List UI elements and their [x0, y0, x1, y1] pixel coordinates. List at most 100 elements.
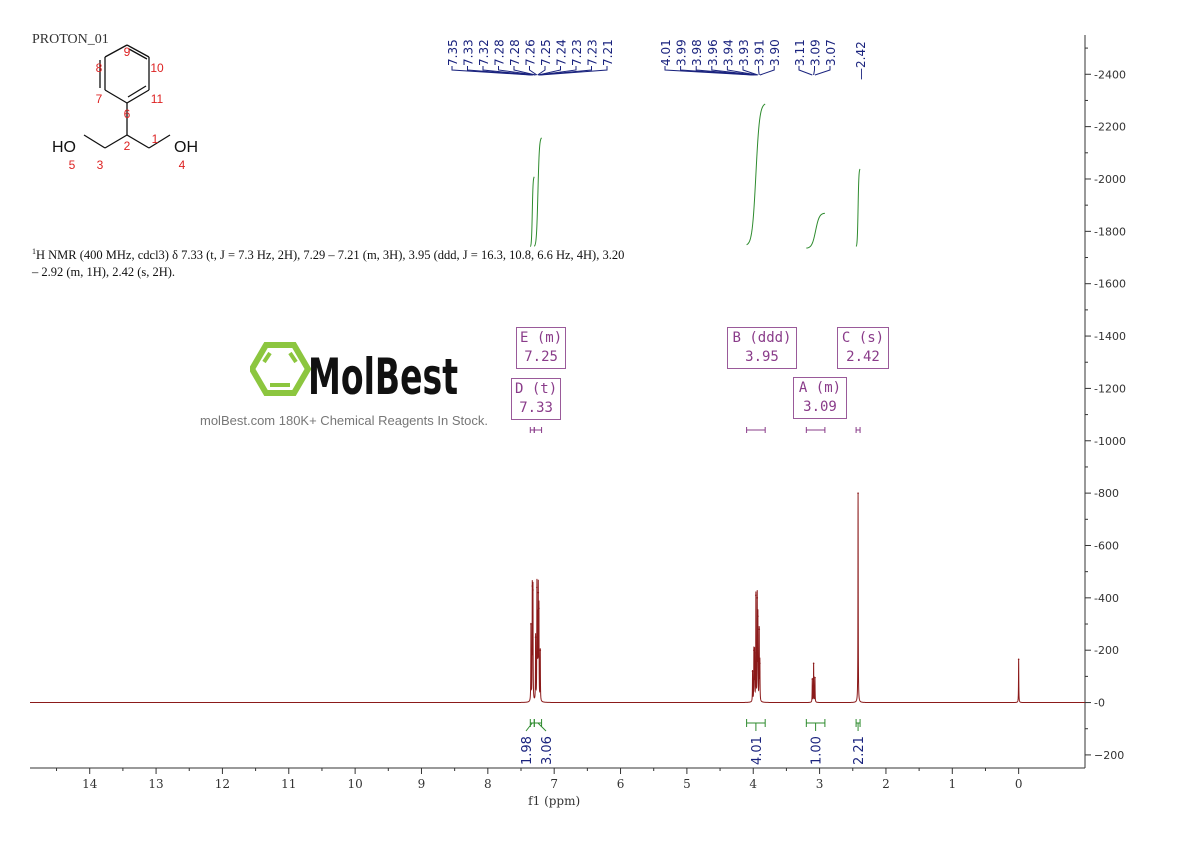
y-tick-label: -2200	[1094, 121, 1126, 134]
peak-label-connector	[513, 66, 536, 76]
y-tick-label: -2000	[1094, 173, 1126, 186]
peak-marker	[755, 594, 757, 597]
atom-label: 10	[150, 61, 164, 75]
peak-label: 3.09	[809, 39, 823, 66]
peak-label: 3.07	[824, 39, 838, 66]
multiplet-label: E (m)	[520, 330, 563, 346]
peak-label: 7.23	[570, 39, 584, 66]
integral-value: 2.21	[852, 736, 867, 765]
multiplet-label: C (s)	[841, 330, 885, 346]
y-tick-label: -400	[1094, 592, 1119, 605]
molbest-logo: MolBest	[250, 342, 458, 398]
integral-value: 1.00	[810, 736, 825, 765]
peak-marker	[537, 591, 540, 594]
peak-marker	[814, 676, 816, 679]
peak-label-connector	[798, 66, 813, 76]
peak-label: 3.90	[768, 39, 782, 66]
peak-label: 3.11	[793, 39, 807, 66]
multiplet-range	[529, 427, 535, 433]
x-tick-label: 9	[418, 777, 426, 791]
peak-marker	[751, 670, 754, 672]
multiplet-label: B (ddd)	[732, 330, 792, 346]
x-axis-label: f1 (ppm)	[528, 794, 580, 808]
multiplet-box-e: E (m) 7.25	[516, 327, 567, 369]
y-tick-label: -200	[1094, 644, 1119, 657]
peak-label-connector	[814, 66, 831, 76]
x-tick-label: 5	[683, 777, 691, 791]
peak-label: 3.91	[753, 39, 767, 66]
svg-text:MolBest: MolBest	[308, 348, 458, 398]
peak-label: 7.26	[524, 39, 538, 66]
atom-label: 3	[97, 158, 104, 172]
peak-label: 7.35	[446, 39, 460, 66]
peak-marker	[857, 492, 859, 494]
y-tick-label: -800	[1094, 487, 1119, 500]
peak-label-connector	[813, 66, 815, 76]
multiplet-box-b: B (ddd) 3.95	[727, 327, 797, 369]
peak-label-connector	[711, 66, 756, 76]
y-tick-label: -2400	[1094, 68, 1126, 81]
multiplet-shift: 2.42	[846, 349, 880, 365]
peak-label-connector	[759, 66, 775, 76]
peak-label: 7.28	[493, 39, 507, 66]
multiplet-label: D (t)	[515, 381, 558, 397]
peak-label: 7.23	[586, 39, 600, 66]
integral-curve	[855, 168, 861, 247]
peak-label-connector	[695, 66, 755, 76]
multiplet-box-d: D (t) 7.33	[511, 378, 562, 420]
spectrum-line	[30, 493, 1085, 704]
peak-marker	[536, 586, 538, 589]
hydroxyl-label: HO	[52, 139, 76, 156]
peak-marker	[538, 607, 540, 610]
integral-curve	[533, 137, 542, 247]
watermark-tagline: molBest.com 180K+ Chemical Reagents In S…	[200, 413, 488, 428]
peak-label-connector	[467, 66, 533, 76]
peak-label: 3.93	[737, 39, 751, 66]
peak-label-connector	[540, 66, 608, 76]
peak-marker	[539, 649, 542, 651]
y-tick-label: -1400	[1094, 330, 1126, 343]
peak-label: 7.25	[539, 39, 553, 66]
integral-bracket	[805, 719, 826, 731]
y-tick-label: -1600	[1094, 278, 1126, 291]
x-tick-label: 7	[550, 777, 558, 791]
spectrum-title: PROTON_01	[32, 32, 109, 47]
multiplet-box-a: A (m) 3.09	[793, 377, 847, 419]
x-tick-label: 2	[882, 777, 890, 791]
peak-label: 3.99	[675, 39, 689, 66]
multiplet-box-c: C (s) 2.42	[837, 327, 889, 369]
peak-label: 7.21	[601, 39, 615, 66]
multiplet-shift: 3.09	[803, 399, 837, 415]
peak-marker	[756, 597, 759, 599]
integral-bracket	[533, 719, 547, 732]
x-tick-label: 8	[484, 777, 492, 791]
integral-bracket	[746, 719, 766, 731]
x-tick-label: 11	[281, 777, 296, 791]
atom-label: 5	[69, 158, 76, 172]
peak-label: 7.24	[555, 39, 569, 66]
x-tick-label: 10	[347, 777, 362, 791]
integral-value: 3.06	[540, 736, 555, 765]
peak-marker	[532, 589, 534, 591]
atom-label: 7	[96, 92, 103, 106]
molecule-structure: 1 2 3 4 5 6 7 8 9 10 11 HO OH	[52, 44, 198, 172]
multiplet-range	[746, 427, 766, 433]
peak-label-connector	[498, 66, 536, 76]
integral-curve	[806, 212, 825, 249]
y-tick-label: -1000	[1094, 435, 1126, 448]
peak-marker	[812, 662, 815, 665]
peak-label: 4.01	[659, 39, 673, 66]
integral-bracket	[525, 719, 535, 732]
peak-marker	[811, 678, 814, 680]
integral-bracket	[855, 719, 861, 731]
multiplet-shift: 7.33	[519, 400, 553, 416]
multiplet-range	[805, 427, 826, 433]
y-tick-label: -1800	[1094, 225, 1126, 238]
atom-label: 4	[179, 158, 186, 172]
y-tick-label: -0	[1094, 697, 1105, 710]
atom-label: 8	[96, 61, 103, 75]
peak-marker	[759, 662, 761, 665]
atom-label: 1	[152, 132, 159, 146]
peak-marker	[534, 636, 537, 638]
